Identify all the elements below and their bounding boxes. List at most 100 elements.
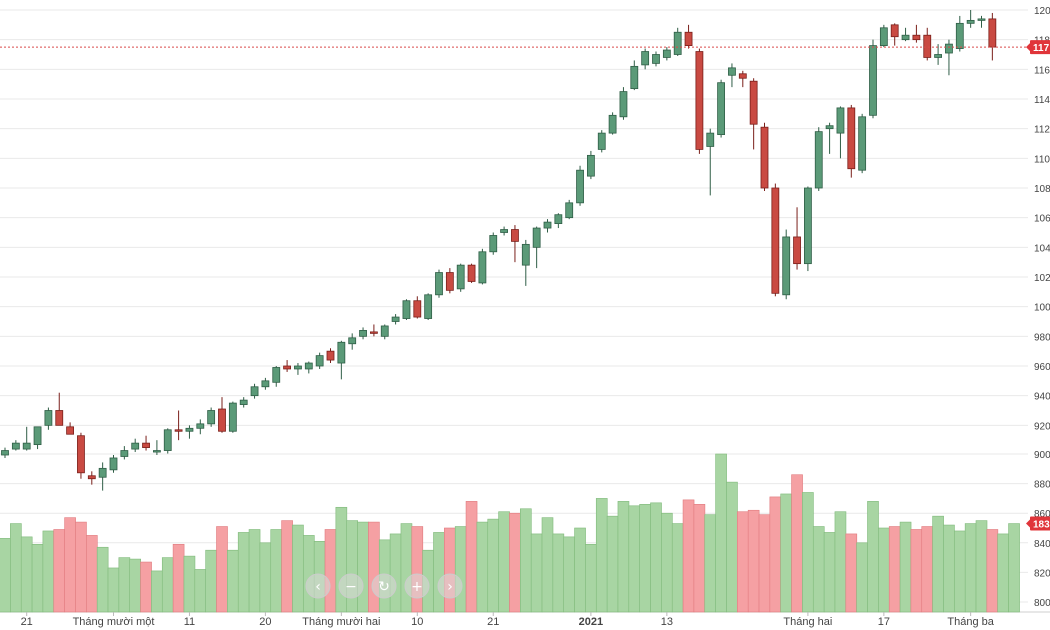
candle	[207, 407, 216, 427]
candle-body	[923, 34, 932, 58]
candle	[576, 165, 584, 206]
volume-bar	[758, 514, 771, 613]
volume-bar	[769, 496, 782, 613]
candle	[391, 314, 400, 325]
candle	[717, 79, 725, 138]
candle-body	[218, 408, 226, 432]
volume-bar	[227, 549, 239, 613]
candle	[847, 104, 856, 178]
volume-bar	[292, 524, 304, 613]
volume-bar	[845, 533, 858, 613]
candle-body	[261, 380, 270, 388]
candle-body	[283, 365, 292, 370]
candle-body	[760, 126, 769, 189]
reset-button[interactable]: ↻	[371, 573, 397, 599]
candle-body	[489, 235, 498, 253]
volume-bar	[433, 532, 445, 613]
candle-body	[511, 229, 519, 242]
volume-bar	[498, 511, 510, 613]
minus-button[interactable]: −	[338, 573, 364, 599]
volume-bar	[541, 517, 554, 613]
candle	[77, 432, 85, 479]
candle	[890, 23, 899, 46]
candle-body	[749, 80, 758, 125]
candle	[500, 226, 509, 236]
candle-body	[152, 450, 161, 453]
volume-bar	[31, 543, 44, 613]
candle	[456, 263, 465, 292]
plus-button[interactable]: +	[404, 573, 430, 599]
price-tick-label: 1200	[1034, 6, 1050, 17]
candle-body	[630, 65, 639, 90]
candle	[239, 397, 248, 408]
chart-navigation: ‹ − ↻ + ›	[305, 573, 463, 599]
candle-body	[977, 18, 986, 21]
volume-bar	[726, 481, 738, 613]
volume-bar	[454, 526, 467, 613]
volume-bar	[867, 501, 879, 613]
volume-bar	[899, 521, 912, 613]
volume-bar	[281, 520, 293, 613]
volume-bar	[302, 535, 315, 613]
candle	[185, 425, 194, 439]
nav-button-circle	[437, 573, 463, 599]
chevron-left-icon: ‹	[315, 579, 321, 595]
candle-body	[608, 114, 617, 134]
x-tick-label: 10	[411, 616, 423, 628]
candle	[619, 87, 628, 120]
candle-body	[391, 316, 400, 322]
candle-body	[543, 221, 552, 229]
volume-bar	[42, 530, 55, 613]
candle-body	[196, 423, 205, 429]
x-tick-label: Tháng ba	[947, 616, 994, 628]
plus-icon: +	[411, 579, 423, 595]
volume-bar	[487, 518, 500, 613]
candle-body	[402, 300, 411, 319]
candle	[858, 113, 867, 174]
chevron-left-button[interactable]: ‹	[305, 573, 331, 599]
volume-bar	[64, 517, 76, 613]
candle-body	[163, 429, 172, 451]
candle	[554, 213, 563, 229]
candle-body	[706, 132, 715, 147]
price-tick-label: 1040	[1034, 243, 1050, 254]
price-tick-label: 1140	[1034, 95, 1050, 106]
nav-button-circle	[371, 573, 397, 599]
candle	[163, 428, 172, 454]
candle	[424, 293, 433, 321]
candle	[283, 360, 292, 372]
volume-bar	[780, 493, 793, 613]
x-tick-label: 20	[259, 616, 271, 628]
candle	[402, 299, 411, 321]
volume-bar	[107, 567, 120, 613]
chevron-right-button[interactable]: ›	[437, 573, 463, 599]
last-price-label: 117	[1033, 43, 1050, 54]
candle	[228, 401, 237, 433]
volume-bar	[194, 569, 207, 613]
candle	[315, 352, 324, 369]
price-tick-label: 1100	[1034, 154, 1050, 165]
volume-bar	[628, 505, 641, 613]
volume-tick-label: 840	[1034, 539, 1050, 550]
volume-bar	[747, 509, 760, 613]
volume-bar	[509, 512, 521, 613]
candle-body	[793, 236, 801, 265]
volume-bar	[975, 520, 988, 613]
candle-body	[966, 19, 975, 24]
volume-bar	[910, 529, 923, 613]
last-price-badge-pointer	[1026, 43, 1030, 52]
candle-body	[435, 272, 443, 296]
candle	[87, 471, 96, 485]
volume-bar	[259, 542, 272, 613]
candle-body	[44, 410, 53, 426]
candle-body	[337, 341, 346, 364]
candle	[467, 263, 476, 283]
volume-bar	[161, 557, 174, 613]
x-tick-label: 11	[184, 616, 195, 628]
candle	[33, 426, 42, 450]
volume-bar	[216, 526, 228, 613]
candle-body	[55, 410, 64, 426]
candle-body	[879, 27, 888, 46]
